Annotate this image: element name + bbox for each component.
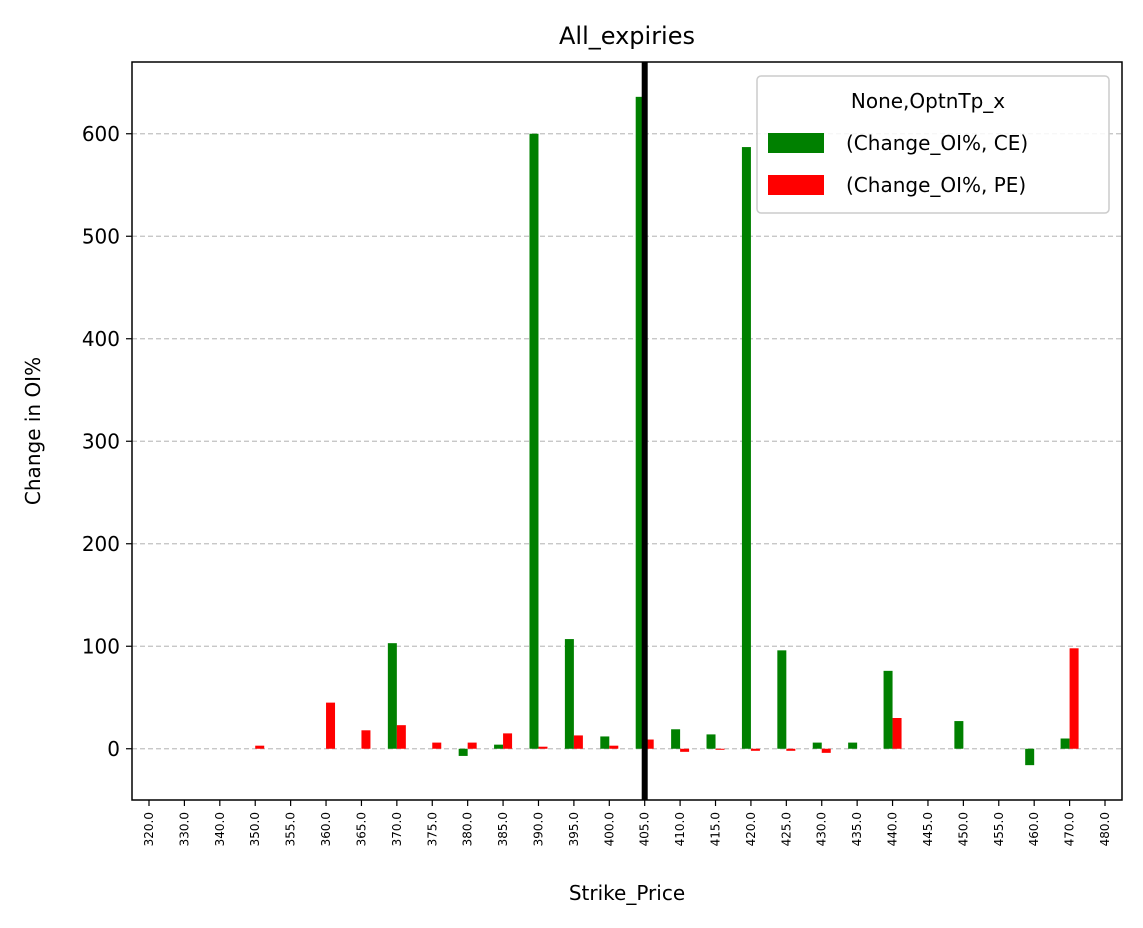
y-axis-label: Change in OI%: [21, 357, 45, 505]
x-tick-label-480.0: 480.0: [1098, 812, 1112, 846]
bar-pe-375.0: [432, 742, 442, 749]
bar-pe-400.0: [609, 745, 619, 749]
bar-pe-415.0: [715, 748, 725, 750]
y-tick-label-200: 200: [82, 532, 120, 556]
x-tick-label-320.0: 320.0: [142, 812, 156, 846]
x-tick-label-405.0: 405.0: [638, 812, 652, 846]
y-tick-label-500: 500: [82, 224, 120, 248]
bar-pe-425.0: [786, 748, 796, 751]
x-tick-label-430.0: 430.0: [815, 812, 829, 846]
y-tick-label-100: 100: [82, 634, 120, 658]
plot-frame: [131, 61, 1123, 801]
bar-ce-460.0: [1025, 748, 1035, 766]
bar-ce-405.0: [635, 96, 645, 749]
legend-label-ce: (Change_OI%, CE): [846, 131, 1028, 155]
x-tick-label-375.0: 375.0: [425, 812, 439, 846]
x-tick-label-370.0: 370.0: [390, 812, 404, 846]
y-axis-ticks: 0 100 200 300 400 500 600: [82, 122, 132, 761]
y-tick-label-300: 300: [82, 429, 120, 453]
legend-swatch-pe: [768, 175, 824, 195]
x-tick-label-360.0: 360.0: [319, 812, 333, 846]
bar-ce-390.0: [529, 133, 539, 749]
bar-ce-435.0: [848, 742, 858, 749]
bar-pe-410.0: [680, 748, 690, 752]
y-tick-label-600: 600: [82, 122, 120, 146]
x-tick-label-350.0: 350.0: [248, 812, 262, 846]
x-axis-ticks: 320.0 330.0 340.0 350.0 355.0 360.0 365.0 370.0…: [142, 800, 1112, 846]
x-tick-label-450.0: 450.0: [956, 812, 970, 846]
x-tick-label-420.0: 420.0: [744, 812, 758, 846]
bar-pe-390.0: [538, 746, 548, 749]
bar-ce-440.0: [883, 670, 893, 749]
bar-ce-420.0: [741, 147, 751, 749]
x-axis-label: Strike_Price: [569, 881, 685, 905]
legend: None,OptnTp_x (Change_OI%, CE) (Change_O…: [756, 75, 1110, 214]
bar-pe-360.0: [326, 702, 336, 749]
x-tick-label-395.0: 395.0: [567, 812, 581, 846]
x-tick-label-445.0: 445.0: [921, 812, 935, 846]
bar-pe-395.0: [573, 735, 583, 749]
bar-pe-470.0: [1069, 648, 1079, 749]
x-tick-label-440.0: 440.0: [886, 812, 900, 846]
bar-ce-425.0: [777, 650, 787, 749]
x-tick-label-400.0: 400.0: [602, 812, 616, 846]
x-tick-label-390.0: 390.0: [531, 812, 545, 846]
x-tick-label-340.0: 340.0: [213, 812, 227, 846]
bar-pe-440.0: [892, 718, 902, 749]
legend-swatch-ce: [768, 133, 824, 153]
y-gridlines: [132, 133, 1122, 750]
y-tick-label-0: 0: [107, 737, 120, 761]
legend-frame: [756, 75, 1110, 214]
bar-ce-395.0: [564, 639, 574, 749]
bar-pe-430.0: [821, 748, 831, 753]
bar-ce-470.0: [1060, 738, 1070, 749]
bar-ce-370.0: [387, 643, 397, 749]
bar-ce-430.0: [812, 742, 822, 749]
bar-pe-420.0: [750, 748, 760, 751]
x-tick-label-470.0: 470.0: [1063, 812, 1077, 846]
legend-title: None,OptnTp_x: [851, 89, 1005, 113]
bar-pe-380.0: [467, 742, 477, 749]
chart-title: All_expiries: [559, 22, 695, 50]
bar-pe-385.0: [503, 733, 513, 749]
bar-ce-385.0: [494, 744, 504, 749]
bar-ce-450.0: [954, 721, 964, 749]
x-tick-label-330.0: 330.0: [177, 812, 191, 846]
x-tick-label-415.0: 415.0: [709, 812, 723, 846]
bar-ce-400.0: [600, 736, 610, 749]
x-tick-label-460.0: 460.0: [1027, 812, 1041, 846]
x-tick-label-365.0: 365.0: [354, 812, 368, 846]
bars: [255, 96, 1079, 766]
x-tick-label-435.0: 435.0: [850, 812, 864, 846]
bar-pe-365.0: [361, 730, 371, 749]
x-tick-label-380.0: 380.0: [461, 812, 475, 846]
x-tick-label-455.0: 455.0: [992, 812, 1006, 846]
x-tick-label-425.0: 425.0: [779, 812, 793, 846]
bar-pe-350.0: [255, 745, 265, 749]
x-tick-label-410.0: 410.0: [673, 812, 687, 846]
bar-pe-405.0: [644, 739, 654, 749]
bar-ce-410.0: [671, 729, 681, 749]
y-tick-label-400: 400: [82, 327, 120, 351]
x-tick-label-355.0: 355.0: [284, 812, 298, 846]
bar-ce-415.0: [706, 734, 716, 749]
x-tick-label-385.0: 385.0: [496, 812, 510, 846]
legend-label-pe: (Change_OI%, PE): [846, 173, 1026, 197]
bar-pe-370.0: [396, 725, 406, 749]
bar-ce-380.0: [458, 748, 468, 756]
